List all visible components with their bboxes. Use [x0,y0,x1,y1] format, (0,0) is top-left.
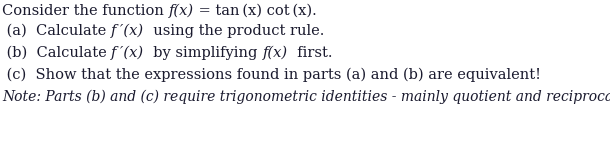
Text: Note: Parts (b) and (c) require trigonometric identities - mainly quotient and r: Note: Parts (b) and (c) require trigonom… [2,90,610,104]
Text: by simplifying: by simplifying [145,46,262,60]
Text: (b)  Calculate: (b) Calculate [2,46,112,60]
Text: f ′(x): f ′(x) [111,24,144,38]
Text: using the product rule.: using the product rule. [144,24,325,38]
Text: = tan (x) cot (x).: = tan (x) cot (x). [193,4,317,18]
Text: f(x): f(x) [168,4,193,18]
Text: (a)  Calculate: (a) Calculate [2,24,111,38]
Text: first.: first. [288,46,332,60]
Text: f(x): f(x) [262,46,288,60]
Text: (c)  Show that the expressions found in parts (a) and (b) are equivalent!: (c) Show that the expressions found in p… [2,68,541,82]
Text: Consider the function: Consider the function [2,4,168,18]
Text: f ′(x): f ′(x) [112,46,145,60]
